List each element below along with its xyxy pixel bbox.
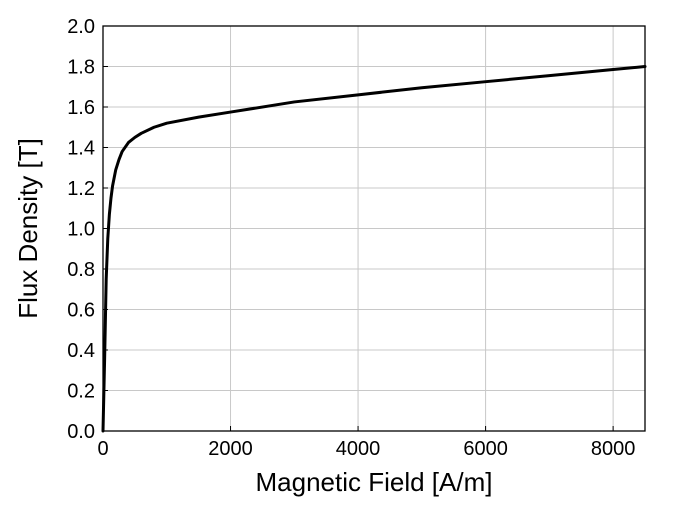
y-tick-label: 0.8 (67, 259, 95, 281)
y-tick-label: 2.0 (67, 16, 95, 38)
x-tick-label: 2000 (208, 438, 253, 460)
x-tick-label: 8000 (591, 438, 636, 460)
y-axis-title: Flux Density [T] (13, 138, 43, 319)
bh-curve-line (101, 65, 647, 433)
grid-lines (103, 26, 645, 431)
y-tick-label: 1.4 (67, 138, 95, 160)
x-tick-label: 6000 (463, 438, 508, 460)
y-tick-label: 0.4 (67, 340, 95, 362)
x-axis-title: Magnetic Field [A/m] (256, 467, 493, 497)
y-tick-label: 1.2 (67, 178, 95, 200)
y-tick-label: 0.6 (67, 300, 95, 322)
x-tick-label: 4000 (336, 438, 381, 460)
y-axis-ticks: 0.0 0.2 0.4 0.6 0.8 1.0 1.2 1.4 1.6 1.8 2.0 (67, 16, 108, 443)
x-axis-ticks: 0 2000 4000 6000 8000 (97, 426, 635, 460)
y-tick-label: 0.2 (67, 381, 95, 403)
y-tick-label: 1.6 (67, 97, 95, 119)
curve-layer (101, 65, 647, 433)
y-tick-label: 1.8 (67, 57, 95, 79)
x-tick-label: 0 (97, 438, 108, 460)
y-tick-label: 0.0 (67, 421, 95, 443)
y-tick-label: 1.0 (67, 219, 95, 241)
